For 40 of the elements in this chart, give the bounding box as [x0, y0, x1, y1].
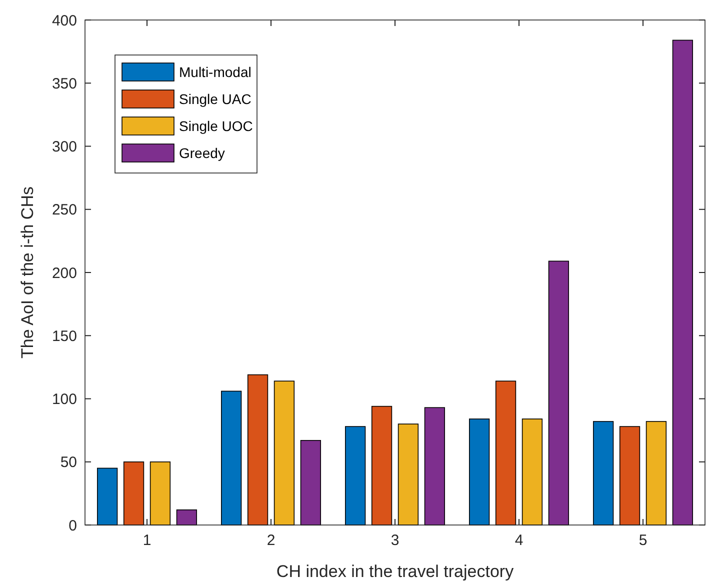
bar: [619, 426, 640, 526]
bar: [300, 440, 321, 526]
x-tick-label: 2: [266, 532, 276, 549]
y-axis-title: The AoI of the i-th CHs: [18, 186, 37, 358]
bar: [593, 421, 614, 526]
bar: [495, 380, 516, 526]
y-tick-label: 250: [52, 202, 77, 219]
bar: [672, 40, 693, 526]
legend-label: Single UOC: [179, 118, 253, 134]
legend-label: Single UAC: [179, 90, 252, 107]
y-tick-label: 50: [60, 454, 77, 472]
y-tick-label: 100: [52, 391, 77, 408]
y-tick-label: 350: [52, 75, 77, 92]
bar: [548, 260, 569, 526]
bar: [424, 407, 445, 526]
bar: [646, 421, 667, 526]
x-tick-label: 1: [142, 532, 152, 549]
y-tick-label: 200: [52, 264, 77, 282]
y-tick-label: 150: [52, 328, 77, 345]
bar: [371, 406, 392, 526]
y-tick-label: 300: [52, 138, 77, 156]
x-axis-title: CH index in the travel trajectory: [276, 562, 514, 581]
y-tick-label: 400: [52, 12, 77, 30]
bar: [123, 461, 144, 526]
bar: [469, 418, 490, 526]
bar: [274, 380, 295, 526]
x-tick-label: 3: [390, 532, 400, 549]
y-tick-label: 0: [68, 517, 77, 534]
bar: [247, 374, 268, 526]
bar: [345, 426, 366, 526]
bar: [176, 509, 197, 526]
x-tick-label: 5: [638, 532, 648, 549]
bar: [398, 424, 419, 526]
bar: [97, 468, 118, 526]
x-tick-label: 4: [514, 532, 524, 549]
legend-label: Greedy: [179, 144, 225, 161]
bar: [150, 461, 171, 526]
bar: [221, 390, 242, 526]
bar: [522, 418, 543, 526]
legend-label: Multi-modal: [179, 64, 252, 80]
